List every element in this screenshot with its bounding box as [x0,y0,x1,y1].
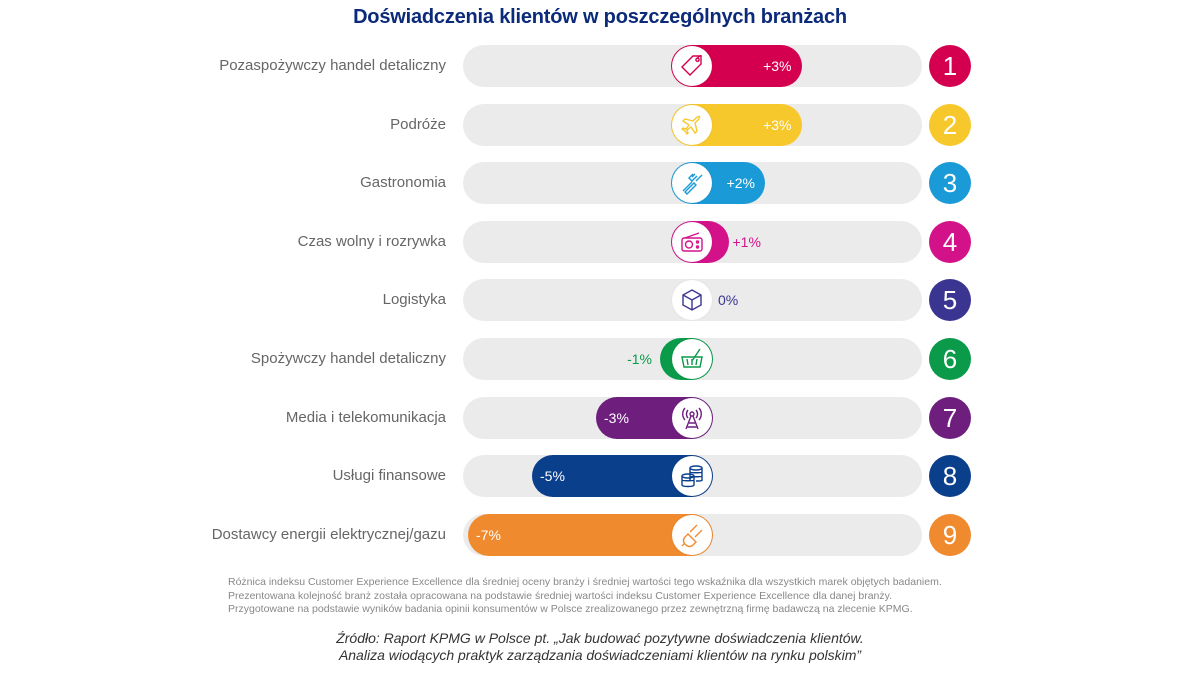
rank-badge: 3 [929,162,971,205]
chart-row: Logistyka 0% 5 [0,279,1200,322]
value-label: +1% [732,233,761,250]
value-label: +3% [763,58,792,74]
value-label: 0% [718,292,739,309]
source-line: Źródło: Raport KPMG w Polsce pt. „Jak bu… [336,630,864,646]
chart-row: Gastronomia +2% 3 [0,162,1200,205]
value-label: +3% [763,116,792,133]
chart-row: Media i telekomunikacja -3% 7 [0,396,1200,439]
category-label: Pozaspożywczy handel detaliczny [219,57,446,74]
rank-badge: 9 [929,513,971,556]
category-label: Czas wolny i rozrywka [297,232,446,250]
category-label: Media i telekomunikacja [285,408,446,426]
airplane-icon [672,104,712,145]
value-label: +2% [726,175,755,192]
rank-badge: 5 [929,279,971,322]
footnote-line: Przygotowane na podstawie wyników badani… [228,603,913,615]
rank-badge: 6 [929,338,971,380]
chart-row: Spożywczy handel detaliczny -1% 6 [0,338,1200,380]
value-label: -5% [540,468,565,485]
chart-title: Doświadczenia klientów w poszczególnych … [353,6,847,28]
value-label: -7% [476,526,501,543]
value-label: -1% [627,351,652,367]
chart-row: Podróże +3% 2 [0,103,1200,146]
value-label: -3% [604,409,629,426]
coins-icon [672,456,712,497]
shopping-basket-icon [672,339,712,379]
rank-badge: 2 [929,103,971,146]
cutlery-icon [672,163,712,204]
rank-badge: 4 [929,220,971,263]
box-icon [672,280,712,321]
chart-row: Pozaspożywczy handel detaliczny +3% 1 [0,45,1200,87]
antenna-tower-icon [672,397,712,438]
rank-badge: 8 [929,455,971,498]
footnote-line: Prezentowana kolejność branż została opr… [228,589,893,602]
footnotes: Różnica indeksu Customer Experience Exce… [228,576,942,617]
category-label: Spożywczy handel detaliczny [250,350,446,367]
footnote-line: Różnica indeksu Customer Experience Exce… [228,576,942,588]
source-line: Analiza wiodących praktyk zarządzania do… [338,647,862,663]
chart-row: Usługi finansowe -5% 8 [0,455,1200,498]
rank-badge: 7 [929,396,971,439]
radio-icon [672,221,712,262]
category-label: Gastronomia [360,174,446,192]
category-label: Podróże [390,115,446,133]
rank-badge: 1 [929,45,971,87]
chart-row: Dostawcy energii elektrycznej/gazu -7% 9 [0,513,1200,556]
source-citation: Źródło: Raport KPMG w Polsce pt. „Jak bu… [0,630,1200,664]
chart-row: Czas wolny i rozrywka +1% 4 [0,220,1200,263]
price-tag-icon [672,46,712,86]
category-label: Usługi finansowe [332,467,446,485]
category-label: Logistyka [382,291,446,309]
category-label: Dostawcy energii elektrycznej/gazu [211,525,446,543]
plug-icon [672,514,712,555]
